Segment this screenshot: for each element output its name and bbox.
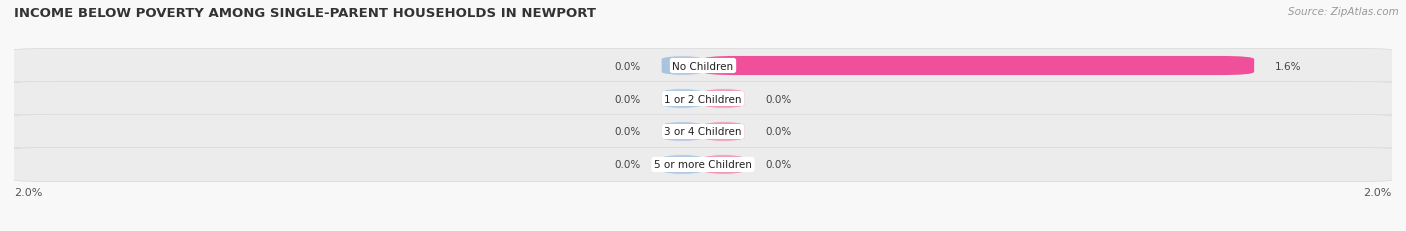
FancyBboxPatch shape (703, 57, 1254, 76)
FancyBboxPatch shape (0, 115, 1406, 149)
FancyBboxPatch shape (662, 122, 703, 141)
Text: 5 or more Children: 5 or more Children (654, 160, 752, 170)
FancyBboxPatch shape (0, 148, 1406, 182)
Text: 1.6%: 1.6% (1275, 61, 1302, 71)
Text: 0.0%: 0.0% (614, 94, 641, 104)
FancyBboxPatch shape (662, 155, 703, 174)
Text: Source: ZipAtlas.com: Source: ZipAtlas.com (1288, 7, 1399, 17)
Text: 0.0%: 0.0% (765, 160, 792, 170)
FancyBboxPatch shape (0, 82, 1406, 116)
FancyBboxPatch shape (703, 122, 744, 141)
Text: 3 or 4 Children: 3 or 4 Children (664, 127, 742, 137)
Text: 0.0%: 0.0% (765, 127, 792, 137)
Text: 2.0%: 2.0% (14, 187, 42, 197)
Text: 2.0%: 2.0% (1364, 187, 1392, 197)
Text: 0.0%: 0.0% (614, 160, 641, 170)
Text: 0.0%: 0.0% (765, 94, 792, 104)
FancyBboxPatch shape (703, 155, 744, 174)
Text: INCOME BELOW POVERTY AMONG SINGLE-PARENT HOUSEHOLDS IN NEWPORT: INCOME BELOW POVERTY AMONG SINGLE-PARENT… (14, 7, 596, 20)
FancyBboxPatch shape (662, 90, 703, 109)
Text: No Children: No Children (672, 61, 734, 71)
Text: 0.0%: 0.0% (614, 127, 641, 137)
FancyBboxPatch shape (662, 57, 703, 76)
Text: 1 or 2 Children: 1 or 2 Children (664, 94, 742, 104)
Text: 0.0%: 0.0% (614, 61, 641, 71)
FancyBboxPatch shape (0, 49, 1406, 83)
FancyBboxPatch shape (703, 90, 744, 109)
